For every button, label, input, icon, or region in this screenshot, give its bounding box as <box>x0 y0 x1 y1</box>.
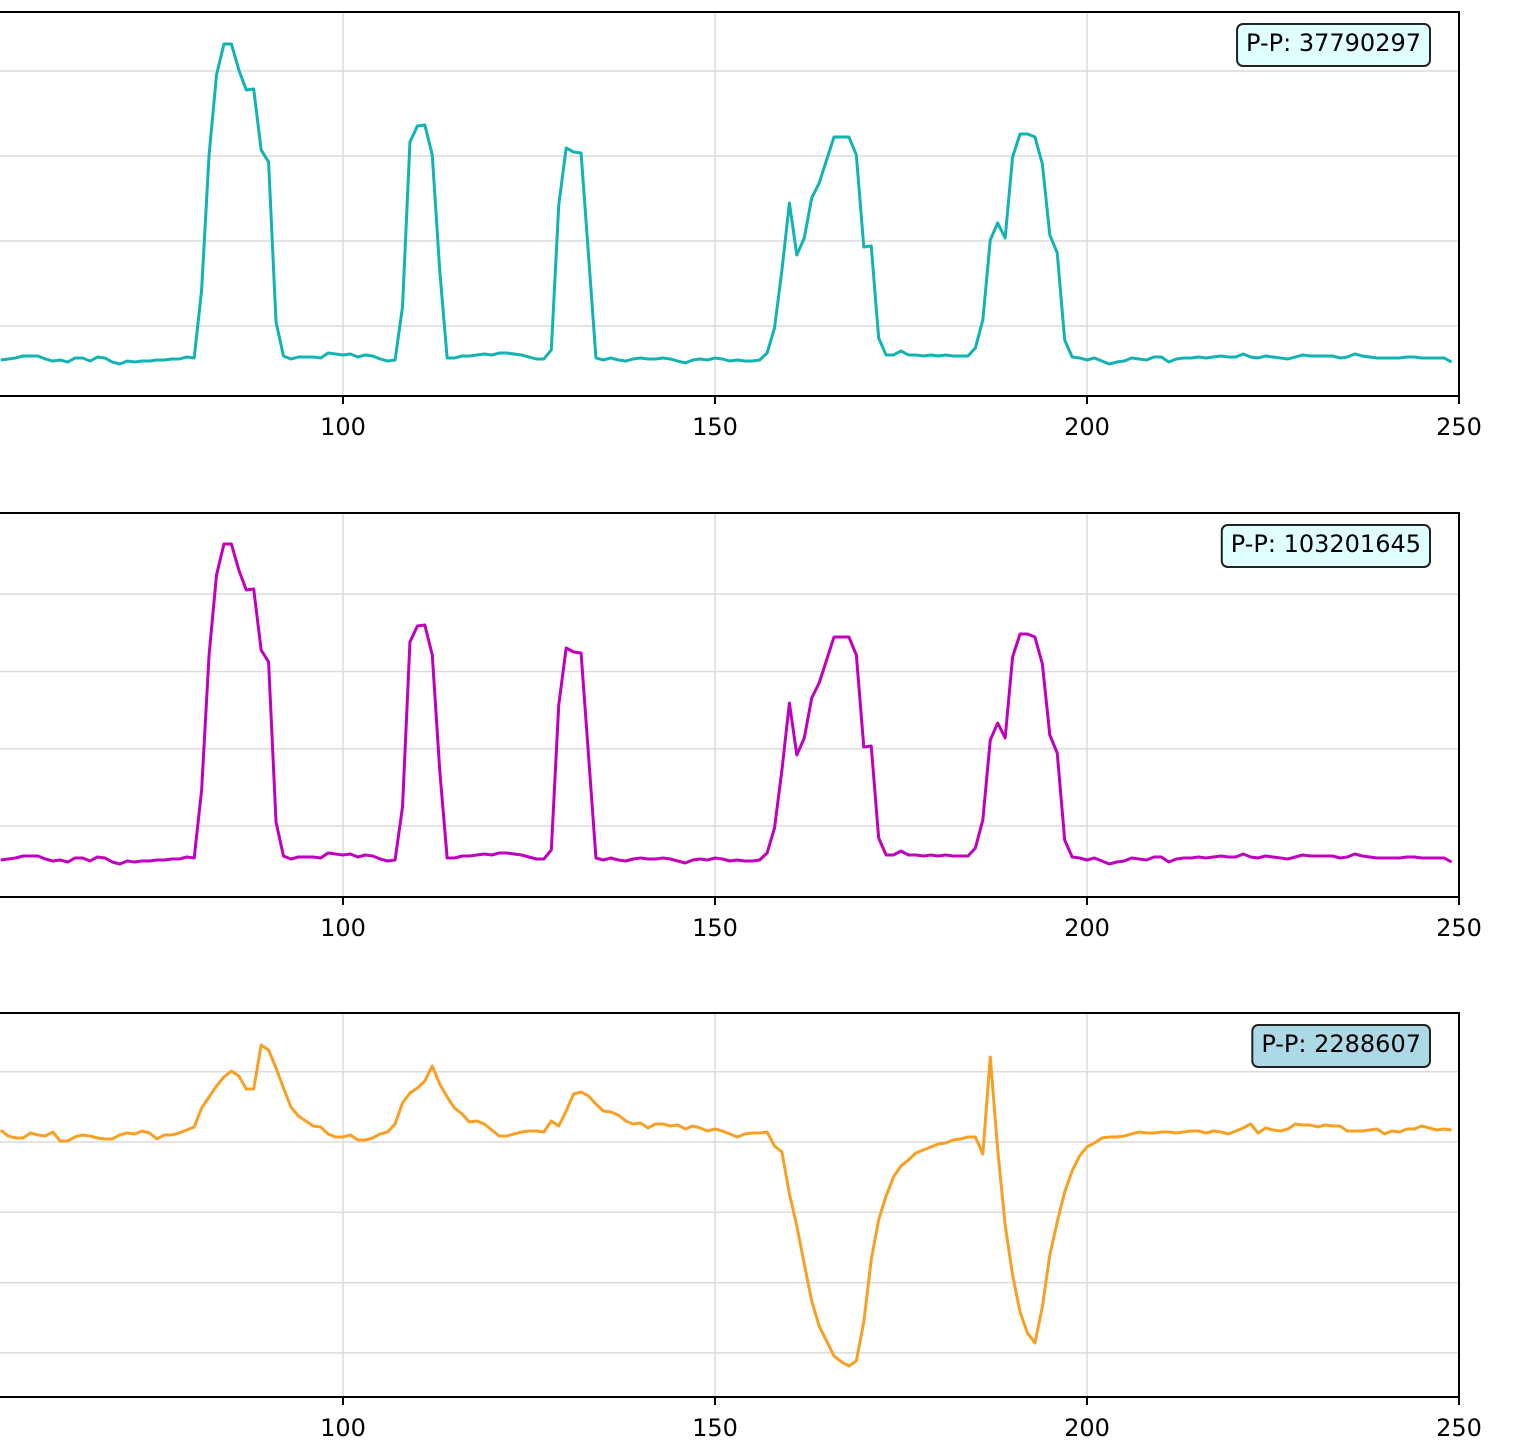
x-tick-label: 200 <box>1064 413 1110 441</box>
x-tick-label: 100 <box>320 914 366 942</box>
plot-frame <box>0 1012 1460 1398</box>
annotation-box <box>1236 23 1431 67</box>
x-tick-label: 200 <box>1064 914 1110 942</box>
data-line <box>0 42 1453 366</box>
x-tick-label: 100 <box>320 1414 366 1442</box>
annotation-box <box>1251 1024 1431 1068</box>
annotation-box <box>1220 524 1431 568</box>
x-tick-label: 250 <box>1436 914 1482 942</box>
annotation: P-P: 2288607 <box>1261 1030 1421 1058</box>
plot-frame <box>0 11 1460 397</box>
x-tick-label: 200 <box>1064 1414 1110 1442</box>
panel: 100 150 200 250 P-P: 37790297 <box>0 11 1482 441</box>
x-tick-label: 150 <box>692 914 738 942</box>
x-tick-label: 250 <box>1436 413 1482 441</box>
panel: 100 150 200 250 P-P: 103201645 <box>0 512 1482 942</box>
annotation: P-P: 103201645 <box>1231 530 1421 558</box>
data-line <box>0 1043 1452 1368</box>
x-tick-label: 150 <box>692 413 738 441</box>
x-tick-label: 100 <box>320 413 366 441</box>
x-tick-label: 250 <box>1436 1414 1482 1442</box>
panel: 100 150 200 250 P-P: 2288607 <box>0 1012 1482 1442</box>
x-tick-label: 150 <box>692 1414 738 1442</box>
data-line <box>0 542 1453 866</box>
plot-frame <box>0 512 1460 898</box>
annotation: P-P: 37790297 <box>1246 29 1421 57</box>
